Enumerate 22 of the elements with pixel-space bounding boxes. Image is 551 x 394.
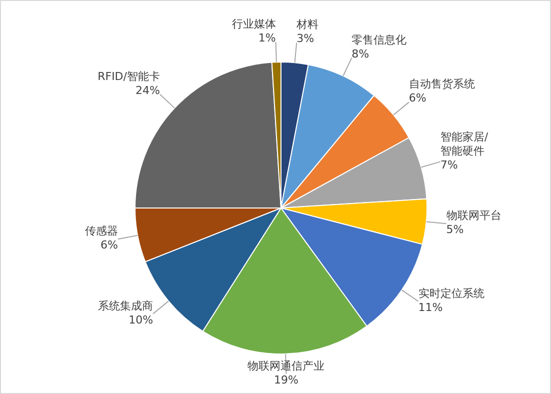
slice-label: 自动售货系统 [408, 78, 475, 91]
slice-label: 实时定位系统 [418, 286, 484, 300]
data-label: 3% [296, 32, 314, 46]
slice-label: 智能家居/智能硬件 [440, 130, 488, 158]
data-label: 8% [352, 47, 370, 60]
slice-label: 材料 [296, 18, 319, 32]
slice-label: RFID/智能卡 [98, 70, 160, 83]
slice-label: 零售信息化 [352, 33, 407, 46]
data-label: 11% [418, 300, 443, 314]
slice-label: 传感器 [84, 224, 118, 238]
slice-label: 物联网通信产业 [248, 359, 325, 372]
slice-label: 系统集成商 [98, 299, 154, 312]
data-label: 6% [408, 92, 426, 105]
data-label: 19% [274, 373, 298, 386]
slice-label: 物联网平台 [446, 209, 502, 222]
data-label: 7% [440, 158, 458, 172]
data-label: 10% [128, 313, 154, 326]
data-label: 6% [100, 238, 118, 252]
data-label: 1% [258, 32, 276, 45]
data-label: 24% [136, 84, 160, 97]
slice-label: 行业媒体 [232, 18, 276, 31]
data-label: 5% [446, 223, 464, 236]
